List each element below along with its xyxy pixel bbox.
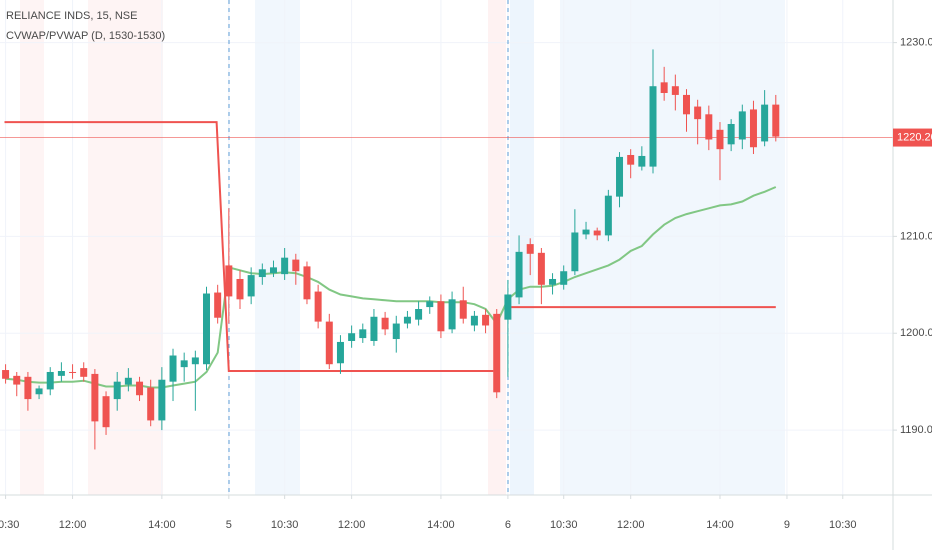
candle-body (169, 355, 177, 382)
candle-body (325, 321, 333, 365)
candle-body (214, 292, 222, 318)
candle-body (191, 357, 199, 365)
candle-body (549, 278, 557, 285)
x-tick-label: 12:00 (338, 519, 366, 531)
candle-body (147, 387, 155, 421)
candle-body (749, 109, 757, 148)
candle-body (694, 106, 702, 120)
candle-body (638, 155, 646, 167)
x-tick-label: 12:00 (59, 519, 87, 531)
candle-body (336, 341, 344, 364)
candle-body (426, 301, 434, 308)
candle-body (136, 381, 144, 396)
candle-body (102, 396, 110, 428)
candle-body (616, 156, 624, 197)
candle-body (303, 266, 311, 300)
x-tick-label: 9 (784, 519, 790, 531)
y-tick-label: 1190.00 (900, 424, 932, 436)
candle-body (560, 271, 568, 285)
candle-body (649, 86, 657, 167)
candle-body (627, 154, 635, 165)
x-tick-label: 14:00 (148, 519, 176, 531)
candle-body (91, 373, 99, 422)
candle-body (314, 291, 322, 322)
y-tick-label: 1210.00 (900, 230, 932, 242)
candle-body (582, 229, 590, 235)
x-tick-label: 14:00 (427, 519, 455, 531)
candle-body (281, 257, 289, 275)
y-tick-label: 1230.00 (900, 37, 932, 49)
candle-body (727, 123, 735, 145)
candle-body (537, 252, 545, 285)
indicator-line (4, 121, 776, 372)
candle-body (705, 114, 713, 140)
candle-body (381, 317, 389, 330)
candle-body (604, 195, 612, 236)
candle-body (403, 316, 411, 324)
chart-title: RELIANCE INDS, 15, NSE (6, 10, 137, 22)
candle-body (671, 86, 679, 95)
candle-body (515, 251, 523, 298)
candle-body (57, 371, 65, 376)
candle-body (180, 360, 188, 368)
candle-body (24, 376, 32, 400)
candle-body (158, 379, 166, 421)
candle-body (493, 313, 501, 393)
x-tick-label: 10:30 (271, 519, 299, 531)
session-shading (20, 0, 785, 495)
candle-body (269, 267, 277, 274)
x-tick-label: 12:00 (617, 519, 645, 531)
candle-body (526, 244, 534, 254)
x-tick-label: 5 (226, 519, 232, 531)
candle-body (46, 371, 54, 390)
x-tick-label: 10:30 (829, 519, 857, 531)
candle-body (113, 381, 121, 400)
candle-body (124, 377, 132, 385)
candle-body (236, 278, 244, 300)
y-tick-label: 1200.00 (900, 327, 932, 339)
candle-body (470, 315, 478, 326)
candle-body (247, 275, 255, 297)
x-tick-label: 10:30 (0, 519, 19, 531)
candle-body (437, 301, 445, 332)
candle-body (370, 316, 378, 341)
x-tick-label: 10:30 (550, 519, 578, 531)
candle-body (69, 371, 77, 373)
candle-body (682, 94, 690, 115)
candle-body (660, 82, 668, 93)
candle-body (459, 300, 467, 319)
candle-body (80, 368, 88, 377)
candle-body (35, 388, 43, 395)
candle-body (348, 333, 356, 341)
price-label-box (893, 128, 932, 147)
candle-body (2, 370, 10, 379)
candle-body (772, 104, 780, 137)
candle-body (448, 299, 456, 330)
candle-body (571, 232, 579, 272)
candle-body (392, 323, 400, 340)
candle-body (258, 269, 266, 278)
candle-body (203, 293, 211, 365)
candle-body (482, 314, 490, 326)
candle-body (593, 230, 601, 236)
candle-body (738, 111, 746, 140)
candle-body (13, 375, 21, 385)
indicator-line (5, 186, 777, 389)
candle-body (716, 129, 724, 150)
price-label: 1220.20 (897, 131, 932, 143)
candle-body (415, 309, 423, 320)
indicator-title: CVWAP/PVWAP (D, 1530-1530) (6, 30, 165, 42)
x-tick-label: 14:00 (706, 519, 734, 531)
candle-body (225, 265, 233, 297)
candle-body (359, 329, 367, 339)
candle-body (292, 259, 300, 272)
candle-body (761, 104, 769, 142)
x-tick-label: 6 (505, 519, 511, 531)
candle-body (504, 294, 512, 320)
